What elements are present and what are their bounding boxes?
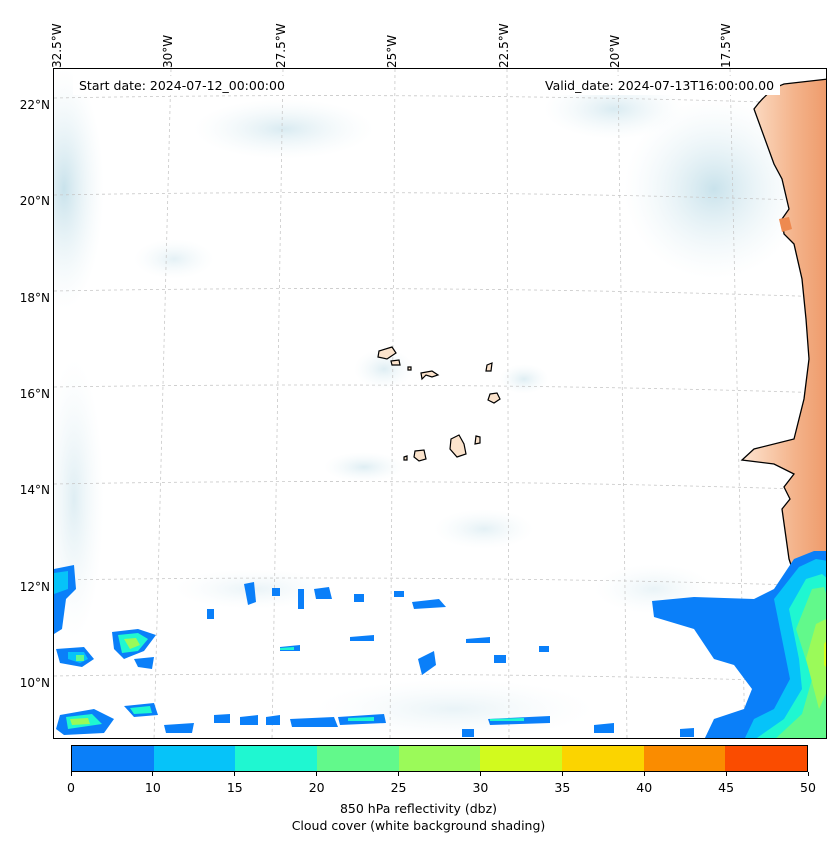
- lon-label-32-5w: 32.5°W: [50, 23, 64, 68]
- lon-label-25w: 25°W: [385, 34, 399, 68]
- lon-label-27-5w: 27.5°W: [274, 23, 288, 68]
- colorbar-tick-mark: [643, 772, 645, 776]
- colorbar-segment: [398, 746, 481, 771]
- lon-label-22-5w: 22.5°W: [497, 23, 511, 68]
- colorbar-tick-label: 0: [67, 780, 75, 795]
- gridlines: [54, 69, 826, 738]
- reflectivity-cells: [54, 551, 826, 738]
- colorbar-tick-mark: [398, 772, 400, 776]
- lat-label-10n: 10°N: [19, 676, 50, 690]
- colorbar-segment: [562, 746, 644, 771]
- colorbar-tick-label: 30: [472, 780, 489, 795]
- colorbar-tick-label: 45: [718, 780, 735, 795]
- lat-label-12n: 12°N: [19, 580, 50, 594]
- colorbar-tick-label: 15: [226, 780, 243, 795]
- colorbar-segment: [153, 746, 236, 771]
- lat-label-18n: 18°N: [19, 291, 50, 305]
- lon-label-17-5w: 17.5°W: [719, 23, 733, 68]
- colorbar-tick-label: 10: [144, 780, 161, 795]
- colorbar-segment: [317, 746, 399, 771]
- colorbar-sublabel: Cloud cover (white background shading): [291, 818, 546, 833]
- lat-label-14n: 14°N: [19, 483, 50, 497]
- colorbar-tick-label: 50: [800, 780, 816, 795]
- colorbar-tick-mark: [725, 772, 727, 776]
- colorbar-segment: [235, 746, 318, 771]
- lat-label-22n: 22°N: [19, 98, 50, 112]
- map-canvas: [54, 69, 826, 738]
- colorbar-tick-mark: [561, 772, 563, 776]
- colorbar-segment: [725, 746, 808, 771]
- lon-label-30w: 30°W: [161, 34, 175, 68]
- valid-date-label: Valid_date: 2024-07-13T16:00:00.00: [539, 76, 781, 95]
- colorbar-tick-mark: [807, 772, 809, 776]
- start-date-label: Start date: 2024-07-12_00:00:00: [73, 76, 291, 95]
- colorbar-tick-mark: [234, 772, 236, 776]
- colorbar-segment: [643, 746, 726, 771]
- lon-label-20w: 20°W: [608, 34, 622, 68]
- colorbar-label: 850 hPa reflectivity (dbz): [339, 801, 498, 816]
- colorbar-tick-mark: [70, 772, 72, 776]
- colorbar-segment: [480, 746, 563, 771]
- colorbar-tick-mark: [152, 772, 154, 776]
- colorbar-tick-mark: [316, 772, 318, 776]
- cloud-cover-shading: [54, 69, 804, 738]
- lat-label-20n: 20°N: [19, 194, 50, 208]
- map-frame: [53, 68, 827, 739]
- colorbar-tick-mark: [479, 772, 481, 776]
- colorbar-tick-label: 25: [390, 780, 407, 795]
- colorbar-tick-label: 20: [308, 780, 325, 795]
- colorbar: [71, 745, 808, 772]
- colorbar-segment: [72, 746, 154, 771]
- colorbar-tick-label: 40: [636, 780, 653, 795]
- lat-label-16n: 16°N: [19, 387, 50, 401]
- colorbar-tick-label: 35: [554, 780, 571, 795]
- cape-verde-islands: [377, 346, 501, 462]
